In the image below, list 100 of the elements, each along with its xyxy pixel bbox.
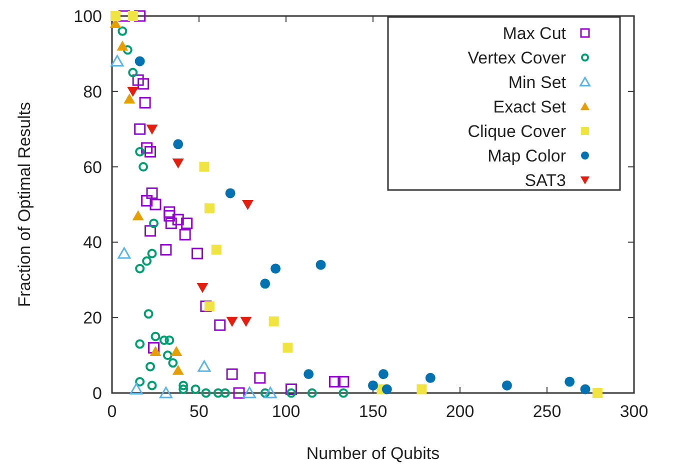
point (382, 384, 392, 394)
point (190, 384, 200, 394)
point (122, 45, 132, 55)
point (179, 228, 191, 240)
legend-item: SAT3 (524, 170, 590, 190)
point (282, 342, 293, 353)
y-tick-label: 80 (83, 82, 102, 102)
point (240, 316, 252, 327)
y-tick-label: 40 (83, 233, 102, 252)
legend-item: Map Color (488, 146, 589, 166)
point (307, 388, 317, 398)
point (502, 380, 512, 390)
point (148, 342, 160, 354)
point (242, 386, 256, 398)
point (164, 210, 176, 222)
point (270, 264, 281, 274)
point (254, 372, 266, 384)
point (142, 256, 152, 266)
point (118, 247, 131, 259)
legend-label: SAT3 (524, 170, 566, 190)
point (178, 380, 188, 390)
x-tick-label: 250 (532, 402, 562, 421)
legend-item: Exact Set (493, 97, 590, 116)
point (138, 162, 148, 172)
point (242, 200, 254, 210)
point (141, 142, 153, 154)
point (134, 123, 146, 135)
point (118, 26, 128, 36)
point (144, 225, 156, 237)
point (264, 386, 277, 398)
point (285, 383, 297, 395)
point (164, 335, 174, 345)
point (159, 335, 169, 345)
point (214, 319, 226, 331)
legend-label: Min Set (508, 72, 566, 92)
point (135, 376, 145, 386)
x-tick-label: 100 (272, 402, 300, 421)
legend-item: Vertex Cover (468, 48, 589, 68)
point (124, 93, 136, 104)
point (150, 198, 162, 210)
point (200, 300, 212, 312)
point (144, 146, 156, 158)
point (135, 146, 145, 156)
x-axis-title: Number of Qubits (306, 444, 440, 463)
point (338, 388, 348, 398)
point (178, 384, 188, 394)
legend-label: Map Color (488, 146, 566, 166)
point (286, 388, 296, 398)
point (138, 78, 150, 90)
x-tick-label: 200 (446, 402, 474, 421)
point (165, 218, 177, 230)
point (110, 54, 124, 66)
point (146, 362, 156, 372)
legend-item: Clique Cover (468, 122, 589, 141)
point (128, 11, 138, 21)
point (378, 369, 388, 380)
point (425, 372, 436, 383)
point (201, 388, 211, 398)
legend-label: Exact Set (493, 97, 566, 116)
legend-label: Clique Cover (468, 122, 566, 141)
point (416, 384, 427, 394)
point (146, 187, 158, 199)
legend-label: Max Cut (502, 24, 566, 43)
point (168, 358, 178, 368)
point (172, 158, 184, 169)
legend-item: Min Set (508, 72, 591, 92)
point (192, 248, 204, 260)
point (260, 278, 270, 289)
legend-item: Max Cut (502, 24, 590, 43)
legend-label: Vertex Cover (468, 48, 566, 68)
point (204, 203, 214, 214)
point (139, 96, 151, 108)
point (198, 360, 211, 372)
point (135, 264, 145, 274)
x-tick-label: 0 (107, 402, 117, 421)
point (173, 139, 184, 150)
x-tick-label: 50 (190, 402, 208, 421)
point (149, 218, 159, 228)
point (368, 380, 378, 390)
point (135, 339, 145, 349)
point (260, 388, 270, 398)
point (328, 376, 340, 388)
point (132, 210, 144, 220)
point (132, 74, 144, 86)
point (172, 214, 184, 226)
x-tick-label: 150 (358, 402, 388, 421)
point (226, 368, 238, 380)
point (268, 316, 279, 326)
point (316, 260, 326, 270)
point (159, 386, 172, 398)
point (338, 376, 350, 388)
point (580, 384, 590, 394)
point (141, 194, 153, 206)
point (592, 388, 602, 398)
point (213, 388, 223, 398)
point (150, 332, 160, 342)
point (130, 382, 143, 394)
point (199, 162, 210, 172)
point (110, 11, 120, 21)
point (172, 364, 184, 375)
